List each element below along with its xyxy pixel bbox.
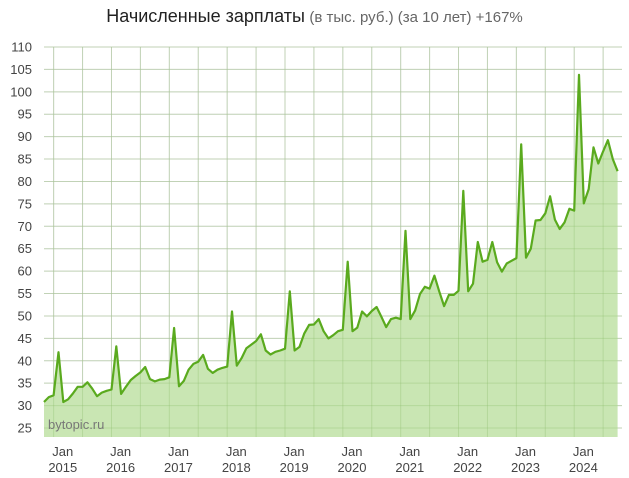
x-tick-label-month: Jan <box>457 444 478 459</box>
x-tick-label-month: Jan <box>573 444 594 459</box>
x-tick-label-month: Jan <box>110 444 131 459</box>
x-tick-label-year: 2024 <box>569 460 598 475</box>
chart-title: Начисленные зарплаты (в тыс. руб.) (за 1… <box>0 6 629 27</box>
x-tick-label-month: Jan <box>284 444 305 459</box>
salary-line <box>43 73 619 404</box>
y-tick-label: 80 <box>18 174 32 189</box>
y-tick-label: 90 <box>18 129 32 144</box>
y-tick-label: 70 <box>18 219 32 234</box>
x-axis: Jan2015Jan2016Jan2017Jan2018Jan2019Jan20… <box>48 444 597 475</box>
x-tick-label-month: Jan <box>341 444 362 459</box>
x-tick-label-year: 2021 <box>395 460 424 475</box>
y-tick-label: 40 <box>18 353 32 368</box>
x-tick-label-month: Jan <box>226 444 247 459</box>
x-tick-label-year: 2020 <box>338 460 367 475</box>
x-tick-label-year: 2023 <box>511 460 540 475</box>
x-tick-label-month: Jan <box>515 444 536 459</box>
x-tick-label-month: Jan <box>52 444 73 459</box>
x-tick-label-month: Jan <box>168 444 189 459</box>
y-tick-label: 35 <box>18 376 32 391</box>
y-tick-label: 100 <box>10 84 32 99</box>
x-tick-label-month: Jan <box>399 444 420 459</box>
x-tick-label-year: 2016 <box>106 460 135 475</box>
x-tick-label-year: 2017 <box>164 460 193 475</box>
y-tick-label: 60 <box>18 264 32 279</box>
y-axis: 25 30 35 40 45 50 55 60 65 70 75 80 85 90 95 100 105 110 <box>10 40 32 436</box>
watermark: bytopic.ru <box>48 417 104 432</box>
y-tick-label: 95 <box>18 107 32 122</box>
y-tick-label: 55 <box>18 286 32 301</box>
y-tick-label: 105 <box>10 62 32 77</box>
y-tick-label: 110 <box>11 40 32 55</box>
y-tick-label: 85 <box>18 152 32 167</box>
x-tick-label-year: 2018 <box>222 460 251 475</box>
x-tick-label-year: 2019 <box>280 460 309 475</box>
x-tick-label-year: 2015 <box>48 460 77 475</box>
y-tick-label: 25 <box>18 421 32 436</box>
y-tick-label: 50 <box>18 308 32 323</box>
y-tick-label: 45 <box>18 331 32 346</box>
salary-area-fill <box>44 74 618 438</box>
chart-title-main: Начисленные зарплаты <box>106 6 305 26</box>
y-tick-label: 75 <box>18 196 32 211</box>
x-tick-label-year: 2022 <box>453 460 482 475</box>
chart-title-subtitle: (в тыс. руб.) (за 10 лет) +167% <box>309 9 523 26</box>
y-tick-label: 30 <box>18 398 32 413</box>
y-tick-label: 65 <box>18 241 32 256</box>
